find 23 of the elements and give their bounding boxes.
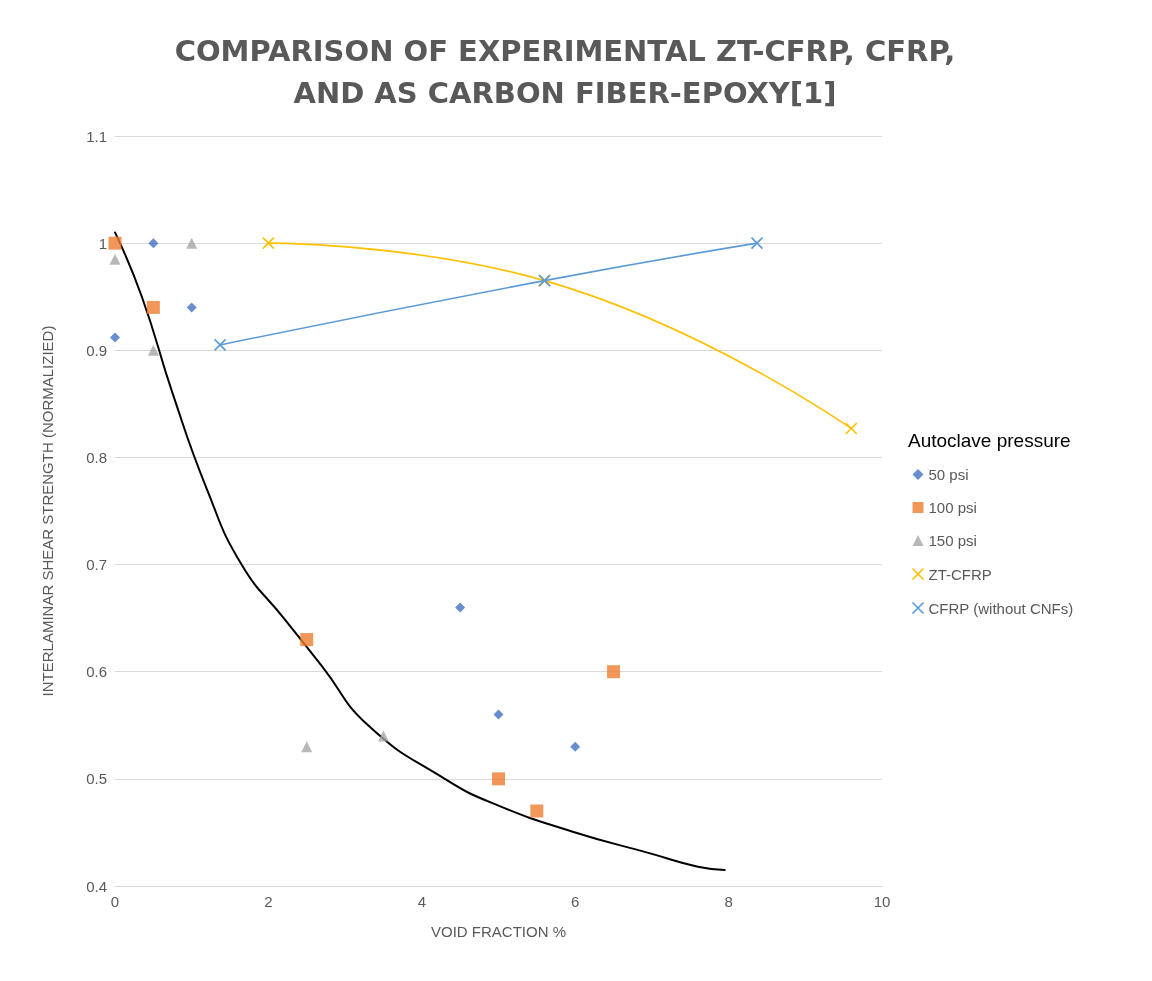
y-tick-label: 0.7 [86, 556, 107, 574]
y-tick-label: 0.5 [86, 770, 107, 788]
x-tick-label: 8 [724, 893, 733, 910]
y-tick-label: 0.9 [86, 341, 107, 359]
x-axis-title: VOID FRACTION % [430, 923, 567, 940]
y-tick-label: 0.4 [86, 877, 107, 895]
legend-title: Autoclave pressure [908, 430, 1071, 451]
legend-label: 50 psi [928, 466, 969, 483]
legend-label: 100 psi [928, 499, 977, 516]
y-tick-label: 0.8 [86, 448, 107, 466]
x-tick-label: 10 [873, 893, 891, 910]
chart-title: COMPARISON OF EXPERIMENTAL ZT-CFRP, CFRP, AND AS CARBON FIBER-EPOXY[1] [174, 34, 956, 110]
x-tick-label: 6 [571, 893, 580, 910]
y-tick-label: 0.6 [86, 663, 107, 681]
x-tick-label: 0 [110, 893, 120, 910]
legend-label: ZT-CFRP [928, 565, 992, 583]
y-axis-title: INTERLAMINAR SHEAR STRENGTH (NORMALIZIED) [39, 325, 56, 697]
legend-label: CFRP (without CNFs) [928, 599, 1074, 617]
y-tick-label: 1 [98, 234, 107, 252]
x-tick-label: 2 [264, 893, 273, 910]
y-tick-label: 1.1 [86, 127, 107, 145]
x-tick-label: 4 [417, 893, 426, 910]
legend-label: 150 psi [928, 532, 977, 549]
